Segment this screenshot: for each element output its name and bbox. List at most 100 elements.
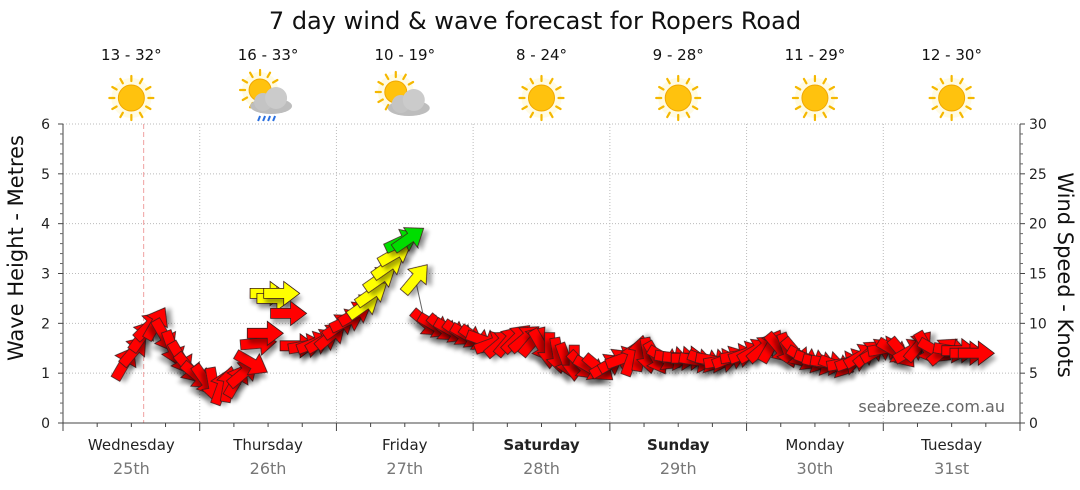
day-name-label: Thursday bbox=[232, 436, 303, 454]
sun-icon bbox=[928, 74, 975, 122]
sun-ray bbox=[111, 105, 118, 111]
rain-drop bbox=[267, 115, 271, 122]
wind-arrow bbox=[270, 300, 308, 327]
sun-ray bbox=[691, 105, 699, 111]
chart-axes: 0 01 52 103 154 205 256 30 bbox=[41, 117, 1047, 432]
left-tick-label: 1 bbox=[41, 366, 50, 382]
wind-arrow bbox=[957, 340, 995, 367]
left-tick-label: 6 bbox=[41, 117, 50, 133]
sun-ray bbox=[965, 105, 972, 111]
sun-ray bbox=[822, 111, 828, 119]
sun-ray bbox=[828, 105, 836, 111]
left-tick-label: 0 bbox=[41, 416, 50, 432]
left-tick-label: 4 bbox=[41, 217, 50, 233]
sun-ray bbox=[685, 111, 691, 119]
sun-ray bbox=[658, 85, 665, 91]
sun-ray bbox=[794, 85, 802, 91]
sun-disc bbox=[801, 84, 829, 112]
sun-ray bbox=[138, 111, 144, 119]
sun-disc bbox=[938, 84, 966, 112]
sun-ray bbox=[377, 98, 384, 104]
day-axis-labels: Wednesday 25th Thursday 26th Friday 27th Satur… bbox=[88, 436, 982, 478]
sun-ray bbox=[248, 71, 254, 79]
left-tick-label: 5 bbox=[41, 167, 50, 183]
temperature-range: 10 - 19° bbox=[374, 46, 435, 64]
day-name-label: Monday bbox=[785, 436, 844, 454]
sun-ray bbox=[666, 111, 671, 119]
sun-ray bbox=[384, 103, 390, 111]
temperature-range: 8 - 24° bbox=[516, 46, 567, 64]
sun-ray bbox=[828, 85, 836, 91]
rain-drop bbox=[257, 115, 261, 122]
sun-ray bbox=[939, 77, 945, 85]
sun-ray bbox=[119, 77, 124, 85]
left-tick-label: 3 bbox=[41, 267, 50, 283]
sun-ray bbox=[965, 85, 972, 91]
day-name-label: Saturday bbox=[503, 436, 580, 454]
right-tick-label: 10 bbox=[1029, 316, 1047, 332]
day-header-row: 13 - 32° 16 - 33° 10 - 19° 8 - 24° 9 - 28° 11… bbox=[101, 46, 982, 122]
sun-ray bbox=[241, 96, 249, 102]
day-forecast-wednesday: 13 - 32° bbox=[101, 46, 162, 122]
day-date-label: 26th bbox=[250, 459, 287, 478]
sun-ray bbox=[266, 71, 272, 79]
right-tick-label: 25 bbox=[1029, 167, 1047, 183]
right-axis-label: Wind Speed - Knots bbox=[1053, 172, 1077, 377]
sun-ray bbox=[119, 111, 124, 119]
sun-ray bbox=[959, 77, 964, 85]
day-forecast-monday: 11 - 29° bbox=[785, 46, 846, 122]
sun-icon bbox=[518, 74, 565, 122]
day-name-label: Sunday bbox=[647, 436, 710, 454]
right-tick-label: 30 bbox=[1029, 117, 1047, 133]
day-forecast-thursday: 16 - 33° bbox=[238, 46, 299, 122]
sun-ray bbox=[144, 105, 152, 111]
sun-ray bbox=[794, 105, 802, 111]
temperature-range: 16 - 33° bbox=[238, 46, 299, 64]
sun-ray bbox=[959, 111, 964, 119]
sun-ray bbox=[521, 85, 528, 91]
day-date-label: 29th bbox=[660, 459, 697, 478]
sun-ray bbox=[691, 85, 699, 91]
day-forecast-friday: 10 - 19° bbox=[374, 46, 435, 116]
sun-ray bbox=[548, 77, 554, 85]
sun-icon bbox=[791, 74, 839, 122]
sun-ray bbox=[377, 80, 384, 86]
day-forecast-saturday: 8 - 24° bbox=[516, 46, 567, 122]
sun-ray bbox=[685, 77, 691, 85]
sun-ray bbox=[822, 77, 828, 85]
sun-cloud-icon bbox=[374, 70, 430, 116]
sun-ray bbox=[939, 111, 945, 119]
sun-ray bbox=[407, 80, 415, 86]
sun-ray bbox=[384, 73, 390, 81]
wind-arrows-layer bbox=[110, 227, 995, 407]
day-forecast-sunday: 9 - 28° bbox=[653, 46, 704, 122]
sun-ray bbox=[144, 85, 152, 91]
sun-ray bbox=[658, 105, 665, 111]
rain-drop bbox=[272, 115, 276, 122]
sun-cloud-rain-icon bbox=[238, 68, 293, 122]
temperature-range: 12 - 30° bbox=[921, 46, 982, 64]
day-date-label: 31st bbox=[934, 459, 969, 478]
sun-ray bbox=[529, 77, 535, 85]
sun-disc bbox=[664, 84, 692, 112]
day-date-label: 25th bbox=[113, 459, 150, 478]
sun-ray bbox=[529, 111, 535, 119]
cloud-puff bbox=[402, 89, 425, 111]
sun-ray bbox=[111, 85, 118, 91]
cloud-shape bbox=[387, 89, 430, 116]
sun-ray bbox=[138, 77, 144, 85]
rain-drop bbox=[262, 115, 266, 122]
sun-ray bbox=[931, 105, 939, 111]
cloud-shape bbox=[250, 87, 293, 114]
right-tick-label: 0 bbox=[1029, 416, 1038, 432]
left-tick-label: 2 bbox=[41, 316, 50, 332]
temperature-range: 11 - 29° bbox=[785, 46, 846, 64]
day-name-label: Wednesday bbox=[88, 436, 175, 454]
right-tick-label: 5 bbox=[1029, 366, 1038, 382]
sun-ray bbox=[402, 73, 407, 81]
day-date-label: 27th bbox=[386, 459, 423, 478]
day-date-label: 28th bbox=[523, 459, 560, 478]
sun-ray bbox=[555, 105, 562, 111]
sun-ray bbox=[666, 77, 671, 85]
